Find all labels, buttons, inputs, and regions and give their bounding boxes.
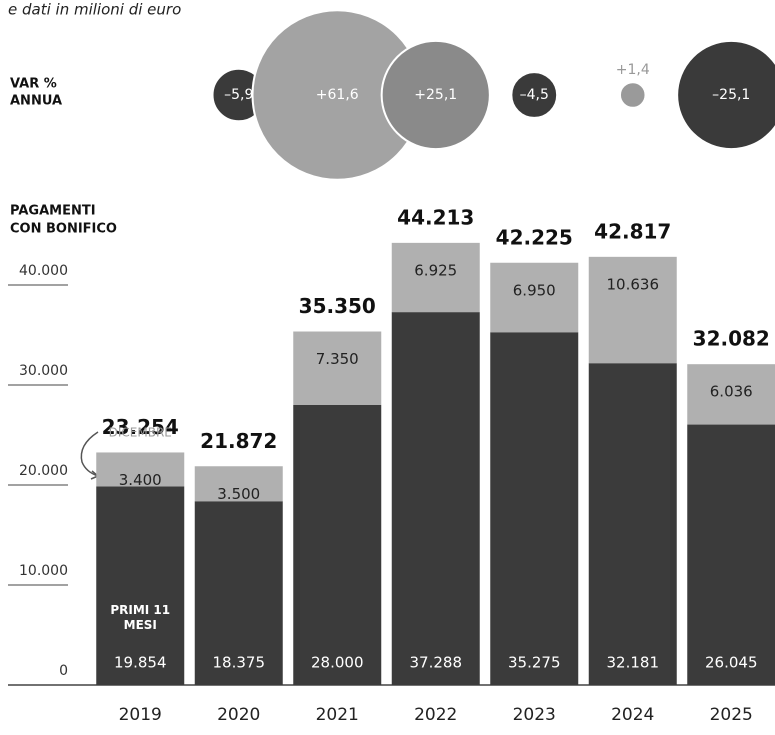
value-label: 32.181 bbox=[607, 654, 660, 672]
total-label: 23.254 bbox=[102, 415, 179, 439]
value-label: 10.636 bbox=[607, 275, 660, 293]
y-label: ANNUA bbox=[10, 94, 62, 109]
total-label: 42.817 bbox=[594, 219, 671, 243]
y-tick-label: 0 bbox=[59, 663, 68, 679]
series-annotation: PRIMI 11 MESI bbox=[110, 603, 171, 632]
value-label: 35.275 bbox=[508, 654, 561, 672]
value-label: 6.925 bbox=[414, 261, 457, 279]
bubble-label: +61,6 bbox=[316, 87, 359, 103]
bar-segment bbox=[391, 312, 480, 685]
bubble-label: +1,4 bbox=[616, 62, 650, 78]
subtitle: e dati in milioni di euro bbox=[8, 1, 181, 19]
bar-segment bbox=[293, 331, 382, 405]
bubble bbox=[380, 39, 491, 151]
bubble bbox=[676, 39, 775, 151]
bar-segment bbox=[687, 364, 775, 425]
x-tick-label: 2024 bbox=[611, 705, 654, 725]
value-label: 3.500 bbox=[217, 485, 260, 503]
y-tick-label: 30.000 bbox=[19, 363, 68, 379]
y-tick-label: 10.000 bbox=[19, 563, 68, 579]
y-label: CON BONIFICO bbox=[10, 222, 117, 237]
value-label: 19.854 bbox=[114, 654, 167, 672]
bar-segment bbox=[194, 501, 283, 685]
bar-segment bbox=[96, 452, 185, 487]
bar-segment bbox=[588, 363, 677, 685]
bar-segment bbox=[293, 405, 382, 685]
total-label: 42.225 bbox=[496, 225, 573, 249]
bar-segment bbox=[490, 262, 579, 333]
value-label: 18.375 bbox=[213, 654, 266, 672]
total-label: 32.082 bbox=[693, 327, 770, 351]
total-label: 35.350 bbox=[299, 294, 376, 318]
x-tick-label: 2019 bbox=[119, 705, 162, 725]
x-tick-label: 2021 bbox=[316, 705, 359, 725]
bar-segment bbox=[490, 332, 579, 685]
bar-segment bbox=[588, 256, 677, 364]
bubble-label: –25,1 bbox=[712, 87, 750, 103]
value-label: 6.950 bbox=[513, 281, 556, 299]
total-label: 44.213 bbox=[397, 205, 474, 229]
y-label: PAGAMENTI bbox=[10, 204, 96, 219]
bar-segment bbox=[96, 486, 185, 685]
value-label: 28.000 bbox=[311, 654, 364, 672]
value-label: 6.036 bbox=[710, 383, 753, 401]
bubble bbox=[510, 71, 559, 119]
bubble-label: –5,9 bbox=[224, 87, 253, 103]
y-tick-label: 20.000 bbox=[19, 463, 68, 479]
bar-segment bbox=[391, 242, 480, 313]
y-label: VAR % bbox=[10, 77, 57, 92]
value-label: 3.400 bbox=[119, 471, 162, 489]
total-label: 21.872 bbox=[200, 429, 277, 453]
value-label: 37.288 bbox=[410, 654, 463, 672]
x-tick-label: 2025 bbox=[710, 705, 753, 725]
series-annotation: DICEMBRE bbox=[109, 426, 172, 440]
x-tick-label: 2020 bbox=[217, 705, 260, 725]
bar-segment bbox=[194, 466, 283, 502]
bubble-label: +25,1 bbox=[414, 87, 457, 103]
bar-segment bbox=[687, 424, 775, 685]
value-label: 26.045 bbox=[705, 654, 758, 672]
annotation-arrow bbox=[80, 431, 99, 477]
x-tick-label: 2023 bbox=[513, 705, 556, 725]
bubble bbox=[618, 81, 647, 109]
y-tick-label: 40.000 bbox=[19, 263, 68, 279]
x-tick-label: 2022 bbox=[414, 705, 457, 725]
bubble-label: –4,5 bbox=[520, 87, 549, 103]
value-label: 7.350 bbox=[316, 350, 359, 368]
